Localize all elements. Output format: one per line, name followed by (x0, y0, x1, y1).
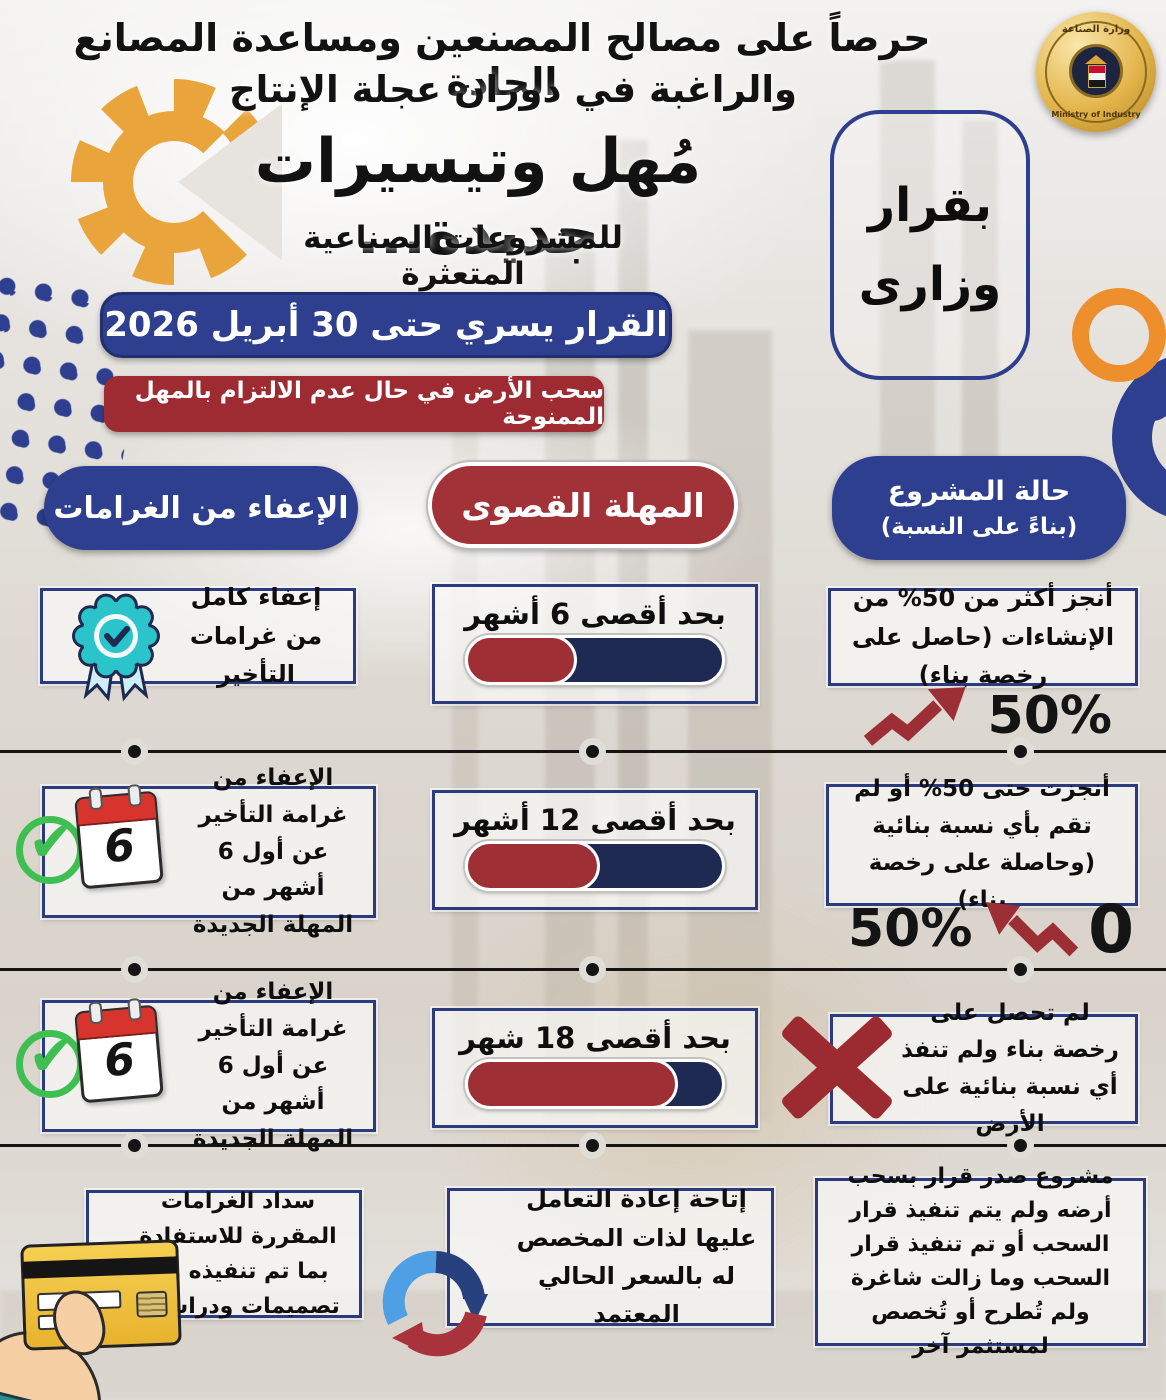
seal-arabic-text: وزارة الصناعة (1061, 24, 1131, 35)
seal-english-text: Ministry of Industry (1051, 110, 1141, 119)
status-card-row2: أنجزت حتى 50% أو لم تقم بأي نسبة بنائية … (826, 776, 1138, 913)
column-header-exemption: الإعفاء من الغرامات (44, 466, 358, 550)
decision-box-line1: بقرار (868, 178, 992, 233)
page-subtitle: للمشروعات الصناعية المتعثرة (303, 220, 623, 292)
progressbar-fill (465, 841, 600, 891)
trend-up-left-arrow-icon (986, 902, 1079, 957)
tagline-line2: والراغبة في دوران عجلة الإنتاج (228, 68, 798, 111)
status-text-row3: لم تحصل على رخصة بناء ولم تنفذ أي نسبة ب… (901, 1000, 1119, 1137)
status-text-row4: مشروع صدر قرار بسحب أرضه ولم يتم تنفيذ ق… (847, 1163, 1114, 1359)
gear-icon (71, 79, 282, 285)
calendar-icon: 6 (74, 783, 164, 890)
recycle-arrows-icon (382, 1250, 488, 1357)
validity-banner: القرار يسري حتى 30 أبريل 2026 (100, 292, 672, 358)
column-header-status: حالة المشروع (بناءً على النسبة) (832, 456, 1126, 560)
exemption-text-row2: الإعفاء من غرامة التأخير عن أول 6 أشهر م… (192, 765, 354, 939)
medal-ribbon-icon (72, 593, 160, 702)
status-text-row2: أنجزت حتى 50% أو لم تقم بأي نسبة بنائية … (854, 776, 1110, 913)
check-mark: ✔ (28, 810, 75, 875)
eagle-icon (1085, 55, 1107, 64)
egypt-eagle-emblem (1069, 44, 1123, 98)
page-title: مُهل وتيسيرات جديدة... (254, 126, 703, 268)
orange-ring-decoration (1072, 288, 1166, 382)
status-card-row1: أنجز أكثر من 50% من الإنشاءات (حاصل على … (828, 584, 1138, 690)
status-annotation-row1: 50% (862, 684, 1112, 748)
seal-inner-ring (1045, 21, 1147, 123)
calendar-icon: 6 (74, 997, 164, 1104)
status-card-row4: مشروع صدر قرار بسحب أرضه ولم يتم تنفيذ ق… (815, 1163, 1146, 1359)
calendar-number: 6 (102, 819, 138, 874)
deadline-card-row4: إتاحة إعادة التعامل عليها لذات المخصص له… (447, 1185, 774, 1329)
ministerial-decision-box: بقرار وزارى (830, 110, 1030, 380)
status-annotation-row2: 50% 0 (848, 890, 1134, 968)
annotation-zero: 0 (1088, 890, 1134, 968)
check-mark: ✔ (28, 1024, 75, 1089)
column-header-deadline: المهلة القصوى (428, 462, 738, 548)
deadline-text-row4: إتاحة إعادة التعامل عليها لذات المخصص له… (516, 1185, 757, 1329)
deadline-progressbar-row2 (465, 841, 725, 891)
exemption-text-row1: إعفاء كامل من غرامات التأخير (189, 583, 323, 689)
tagline-line1: حرصاً على مصالح المصنعين ومساعدة المصانع… (73, 16, 931, 104)
flag-shield-icon (1088, 65, 1106, 88)
deadline-progressbar-row3 (465, 1059, 725, 1109)
calendar-check-icon: ✔ 6 (16, 997, 186, 1124)
land-withdrawal-warning-banner: سحب الأرض في حال عدم الالتزام بالمهل الم… (104, 376, 604, 432)
calendar-number: 6 (102, 1033, 138, 1088)
red-x-icon (779, 1008, 895, 1126)
row-separator (0, 1139, 1166, 1152)
progressbar-fill (465, 1059, 679, 1109)
ministry-of-industry-seal: وزارة الصناعة Ministry of Industry (1036, 12, 1156, 132)
status-text-row1: أنجز أكثر من 50% من الإنشاءات (حاصل على … (851, 584, 1115, 690)
status-header-line2: (بناءً على النسبة) (880, 513, 1078, 540)
deadline-text-row3: بحد أقصى 18 شهر فقط (459, 1021, 731, 1089)
row-separator (0, 745, 1166, 758)
deadline-card-row1: بحد أقصى 6 أشهر فقط (432, 584, 758, 704)
status-header-line1: حالة المشروع (887, 475, 1071, 507)
annotation-percent: 50% (987, 686, 1112, 746)
exemption-text-row3: الإعفاء من غرامة التأخير عن أول 6 أشهر م… (192, 979, 354, 1153)
hand-credit-card-icon (0, 1236, 208, 1400)
row-separator (0, 963, 1166, 976)
annotation-percent: 50% (848, 899, 973, 959)
deadline-card-row3: بحد أقصى 18 شهر فقط (432, 1008, 758, 1128)
deadline-card-row2: بحد أقصى 12 أشهر فقط (432, 790, 758, 910)
trend-up-arrow-icon (863, 687, 966, 746)
calendar-check-icon: ✔ 6 (16, 783, 186, 910)
decision-box-line2: وزارى (858, 257, 1002, 312)
progressbar-fill (465, 635, 577, 685)
deadline-progressbar-row1 (465, 635, 725, 685)
